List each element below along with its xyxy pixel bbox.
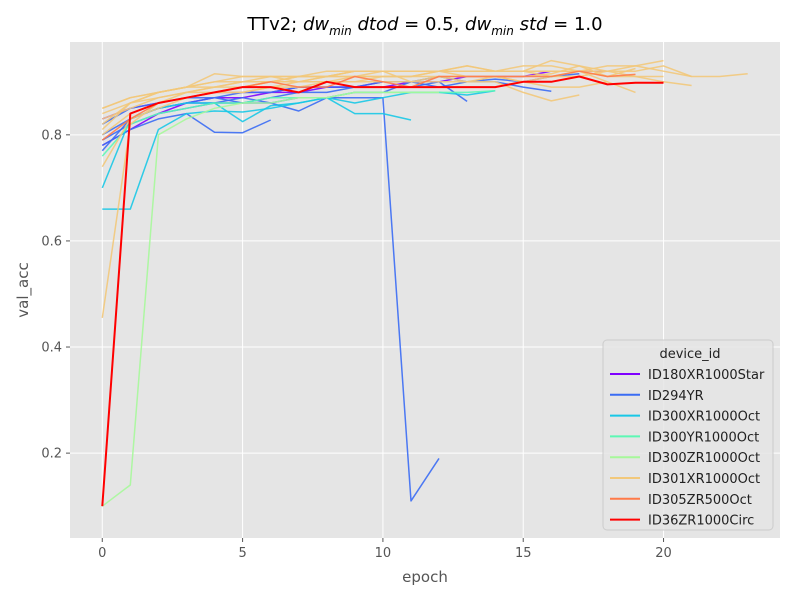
legend-entry: ID300XR1000Oct (648, 410, 760, 425)
series-line-ID300XR1000Oct-run-0 (102, 96, 412, 210)
y-tick-label: 0.4 (41, 341, 62, 356)
legend-items: ID180XR1000Star ID294YR ID300XR1000Oct ID30… (610, 368, 765, 529)
legend-entry: ID180XR1000Star (648, 368, 765, 383)
series-line-ID300ZR1000Oct-run-0 (101, 91, 439, 507)
legend-entry: ID36ZR1000Circ (648, 514, 754, 529)
x-axis-label: epoch (402, 568, 448, 586)
y-axis-label: val_acc (14, 262, 33, 317)
y-tick-label: 0.2 (41, 447, 62, 462)
series-layer (101, 59, 748, 507)
legend-entry: ID305ZR500Oct (648, 493, 752, 508)
y-axis-ticks: 0.2 0.4 0.6 0.8 (41, 128, 70, 462)
legend-title: device_id (659, 347, 720, 362)
x-axis-ticks: 0 5 10 15 20 (98, 538, 672, 561)
chart-title: TTv2; dwmin dtod = 0.5, dwmin std = 1.0 (246, 14, 602, 38)
legend-entry: ID301XR1000Oct (648, 472, 760, 487)
legend-entry: ID294YR (648, 389, 704, 404)
x-tick-label: 20 (655, 546, 672, 561)
x-tick-label: 10 (375, 546, 392, 561)
legend-entry: ID300YR1000Oct (648, 430, 759, 445)
series-line-ID36ZR1000Circ-run-0 (101, 75, 664, 507)
x-tick-label: 15 (515, 546, 532, 561)
x-tick-label: 5 (238, 546, 246, 561)
series-ID36ZR1000Circ (101, 75, 664, 507)
series-line-ID301XR1000Oct-run-5 (101, 70, 636, 131)
series-ID300ZR1000Oct (101, 91, 439, 507)
x-tick-label: 0 (98, 546, 106, 561)
legend-entry: ID300ZR1000Oct (648, 451, 760, 466)
legend: device_id ID180XR1000Star ID294YR ID300XR1… (602, 339, 774, 531)
legend-box (602, 339, 774, 531)
y-tick-label: 0.6 (41, 234, 62, 249)
y-tick-label: 0.8 (41, 128, 62, 143)
series-line-ID301XR1000Oct-run-8 (102, 59, 636, 110)
